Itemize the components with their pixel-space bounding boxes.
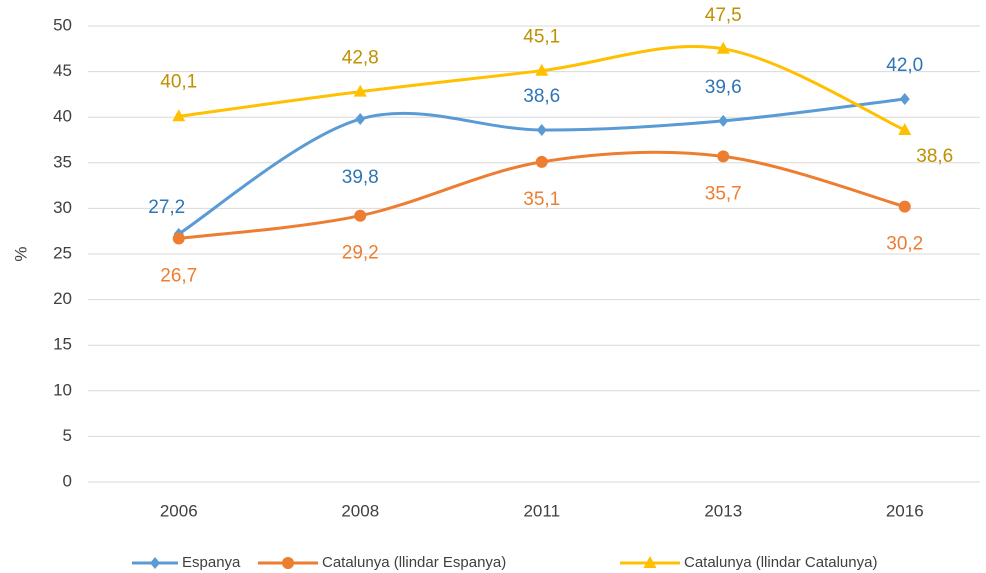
x-tick-label: 2008 bbox=[341, 501, 379, 520]
y-tick-label: 40 bbox=[53, 107, 72, 126]
data-label: 40,1 bbox=[160, 71, 197, 92]
legend-marker bbox=[282, 557, 294, 569]
x-tick-label: 2011 bbox=[523, 501, 560, 520]
y-tick-label: 15 bbox=[53, 335, 72, 354]
marker bbox=[535, 155, 548, 168]
data-label: 38,6 bbox=[523, 86, 560, 107]
y-tick-label: 30 bbox=[53, 198, 72, 217]
data-label: 29,2 bbox=[342, 243, 379, 264]
marker bbox=[172, 232, 185, 245]
data-label: 35,7 bbox=[705, 183, 742, 204]
marker bbox=[716, 41, 730, 54]
data-label: 45,1 bbox=[523, 27, 560, 48]
data-label: 39,8 bbox=[342, 167, 379, 188]
data-label: 42,0 bbox=[886, 55, 923, 76]
y-tick-label: 10 bbox=[53, 380, 72, 399]
legend-marker bbox=[643, 556, 657, 568]
x-tick-label: 2013 bbox=[704, 501, 742, 520]
data-label: 42,8 bbox=[342, 48, 379, 69]
data-label: 39,6 bbox=[705, 77, 742, 98]
x-tick-label: 2006 bbox=[160, 501, 198, 520]
y-tick-label: 20 bbox=[53, 289, 72, 308]
y-tick-label: 50 bbox=[53, 15, 72, 34]
marker bbox=[354, 209, 367, 222]
data-label: 35,1 bbox=[523, 189, 560, 210]
marker bbox=[535, 63, 549, 76]
y-tick-label: 35 bbox=[53, 152, 72, 171]
data-label: 30,2 bbox=[886, 234, 923, 255]
y-tick-label: 5 bbox=[63, 426, 72, 445]
marker bbox=[172, 109, 186, 122]
y-tick-label: 45 bbox=[53, 61, 72, 80]
data-label: 26,7 bbox=[160, 266, 197, 287]
marker bbox=[355, 113, 366, 126]
y-axis-label: % bbox=[11, 246, 30, 261]
x-tick-label: 2016 bbox=[886, 501, 924, 520]
data-label: 47,5 bbox=[705, 5, 742, 26]
legend-label: Catalunya (llindar Espanya) bbox=[322, 554, 506, 571]
marker bbox=[353, 84, 367, 97]
data-label: 38,6 bbox=[916, 146, 953, 167]
data-label: 27,2 bbox=[148, 197, 185, 218]
y-tick-label: 0 bbox=[63, 471, 72, 490]
marker bbox=[898, 122, 912, 135]
marker bbox=[536, 123, 547, 136]
marker bbox=[898, 200, 911, 213]
marker bbox=[718, 114, 729, 127]
legend-label: Espanya bbox=[182, 554, 241, 571]
y-tick-label: 25 bbox=[53, 243, 72, 262]
marker bbox=[899, 92, 910, 105]
legend-label: Catalunya (llindar Catalunya) bbox=[684, 554, 877, 571]
marker bbox=[717, 150, 730, 163]
legend-marker bbox=[150, 557, 160, 569]
